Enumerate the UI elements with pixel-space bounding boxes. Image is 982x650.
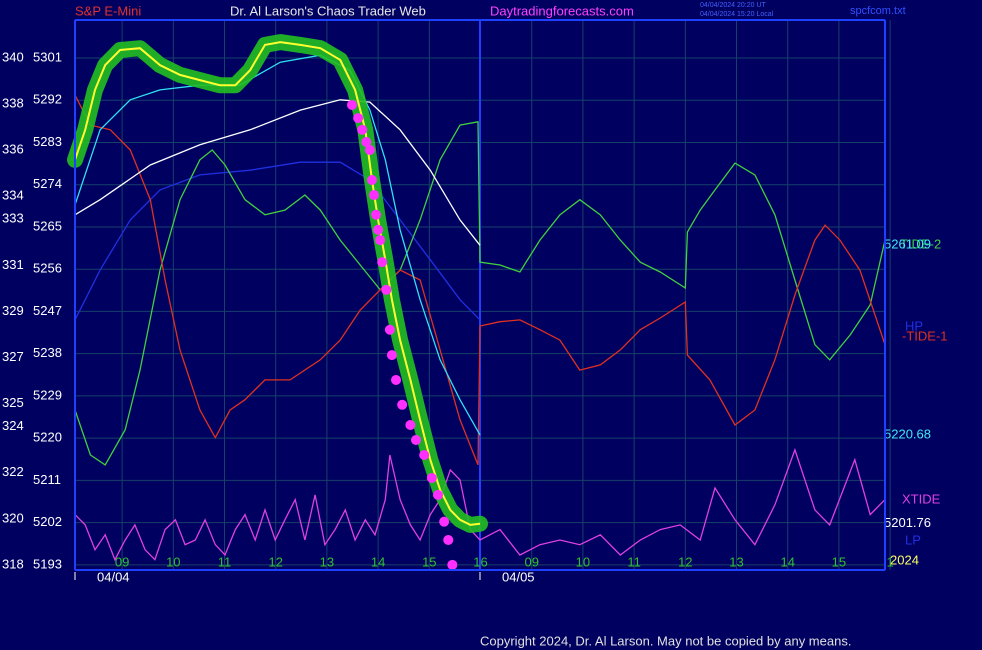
y2-tick-label: 331 bbox=[2, 257, 24, 272]
series-line bbox=[74, 94, 886, 466]
dot bbox=[439, 516, 450, 527]
x-tick-label: 09 bbox=[115, 554, 129, 569]
y-tick-label: 5211 bbox=[33, 472, 61, 487]
y-tick-label: 5247 bbox=[33, 303, 62, 318]
x-tick-label: 14 bbox=[780, 554, 794, 569]
y-tick-label: 5238 bbox=[33, 345, 62, 360]
dot bbox=[353, 113, 364, 124]
y2-tick-label: 338 bbox=[2, 96, 24, 111]
series-line bbox=[74, 41, 481, 526]
y2-tick-label: 340 bbox=[2, 49, 24, 64]
copyright: Copyright 2024, Dr. Al Larson. May not b… bbox=[480, 633, 851, 648]
y-tick-label: 5292 bbox=[33, 92, 62, 107]
end-value-label: 5201.76 bbox=[884, 515, 931, 530]
x-tick-label: 13 bbox=[320, 554, 334, 569]
timestamp-ut: 04/04/2024 20:20 UT bbox=[700, 2, 766, 9]
end-value-label: 5220.68 bbox=[884, 426, 931, 441]
grid bbox=[74, 20, 891, 580]
dot bbox=[346, 99, 357, 110]
dot bbox=[357, 124, 368, 135]
series-line bbox=[74, 161, 481, 321]
dot bbox=[426, 473, 437, 484]
y2-tick-label: 324 bbox=[2, 418, 24, 433]
year-label: 2024 bbox=[890, 552, 919, 567]
dot bbox=[366, 175, 377, 186]
dot bbox=[373, 224, 384, 235]
y2-tick-label: 329 bbox=[2, 303, 24, 318]
instrument-title: S&P E-Mini bbox=[75, 3, 141, 18]
x-tick-label: 11 bbox=[218, 554, 232, 569]
y2-tick-label: 318 bbox=[2, 556, 24, 571]
y2-tick-label: 333 bbox=[2, 211, 24, 226]
series-name: -TIDE-1 bbox=[902, 328, 948, 343]
day-label: 04/04 bbox=[97, 569, 130, 584]
x-tick-label: 15 bbox=[832, 554, 846, 569]
x-tick-label: 13 bbox=[729, 554, 743, 569]
dot bbox=[433, 489, 444, 500]
y2-tick-label: 325 bbox=[2, 395, 24, 410]
dot bbox=[443, 534, 454, 545]
series-name: TIDE-2 bbox=[900, 236, 941, 251]
dot bbox=[364, 144, 375, 155]
dot bbox=[377, 257, 388, 268]
site-title: Dr. Al Larson's Chaos Trader Web bbox=[230, 3, 426, 18]
dot bbox=[397, 399, 408, 410]
end-value-label: 5261.09 bbox=[884, 237, 931, 252]
y-tick-label: 5283 bbox=[33, 134, 62, 149]
annotation: LP bbox=[905, 532, 921, 547]
dot bbox=[447, 559, 458, 570]
dot bbox=[384, 324, 395, 335]
y-tick-label: 5256 bbox=[33, 261, 62, 276]
dot bbox=[419, 450, 430, 461]
x-tick-label: 11 bbox=[627, 554, 641, 569]
labels: 5301 5292 5283 5274 5265 5256 5247 5238 5229 5220… bbox=[2, 49, 948, 584]
site-url: Daytradingforecasts.com bbox=[490, 3, 634, 18]
y2-tick-label: 336 bbox=[2, 142, 24, 157]
x-tick-label: 09 bbox=[524, 554, 538, 569]
y-tick-label: 5220 bbox=[33, 430, 62, 445]
file-name: spcfcom.txt bbox=[850, 5, 906, 17]
dot bbox=[410, 435, 421, 446]
dot bbox=[361, 137, 372, 148]
series-line bbox=[74, 99, 481, 246]
dot bbox=[405, 419, 416, 430]
y-tick-label: 5265 bbox=[33, 218, 62, 233]
dot bbox=[375, 235, 386, 246]
series-line bbox=[74, 121, 886, 466]
dot bbox=[381, 284, 392, 295]
x-tick-label: 12 bbox=[268, 554, 282, 569]
y-tick-label: 5193 bbox=[33, 556, 62, 571]
x-tick-label: 10 bbox=[166, 554, 180, 569]
dot bbox=[386, 350, 397, 361]
dot bbox=[369, 190, 380, 201]
price-halo bbox=[67, 34, 488, 533]
y-tick-label: 5229 bbox=[33, 387, 62, 402]
x-tick-label: 16 bbox=[473, 554, 487, 569]
dot bbox=[391, 374, 402, 385]
y2-tick-label: 334 bbox=[2, 188, 24, 203]
plot bbox=[67, 34, 886, 570]
day-label: 04/05 bbox=[502, 569, 535, 584]
y2-tick-label: 320 bbox=[2, 510, 24, 525]
x-tick-label: 15 bbox=[422, 554, 436, 569]
x-tick-label: 12 bbox=[678, 554, 692, 569]
series-name: HP bbox=[905, 318, 923, 333]
dot bbox=[371, 209, 382, 220]
y2-tick-label: 327 bbox=[2, 349, 24, 364]
x-tick-label: 14 bbox=[371, 554, 385, 569]
series-line bbox=[74, 447, 886, 562]
series-name: XTIDE bbox=[902, 491, 941, 506]
x-tick-label: 10 bbox=[576, 554, 590, 569]
y-tick-label: 5274 bbox=[33, 176, 62, 191]
timestamp-local: 04/04/2024 15:20 Local bbox=[700, 11, 774, 18]
x-tick-label: 1 bbox=[887, 554, 894, 569]
y2-tick-label: 322 bbox=[2, 464, 24, 479]
y-tick-label: 5202 bbox=[33, 514, 62, 529]
y-tick-label: 5301 bbox=[33, 49, 62, 64]
